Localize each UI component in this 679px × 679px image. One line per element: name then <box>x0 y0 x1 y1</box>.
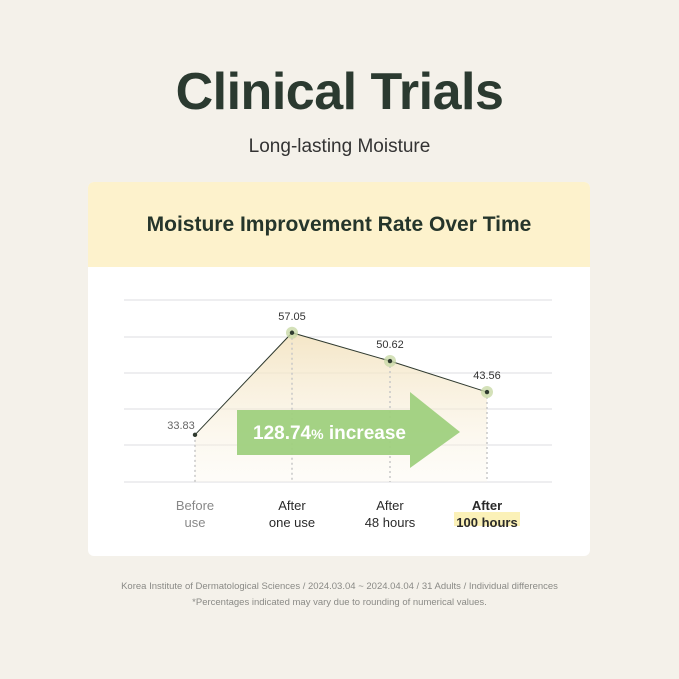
data-point <box>289 330 295 335</box>
chart-card: Moisture Improvement Rate Over Time 128.… <box>88 182 590 556</box>
chart-title: Moisture Improvement Rate Over Time <box>88 182 590 267</box>
highlight-marker <box>454 512 520 526</box>
area-fill <box>195 332 487 482</box>
x-tick-label: one use <box>269 515 315 530</box>
x-tick-label: 48 hours <box>365 515 416 530</box>
data-label: 33.83 <box>167 420 195 432</box>
x-tick-label: use <box>185 515 206 530</box>
rounding-note: *Percentages indicated may vary due to r… <box>192 597 487 608</box>
data-point <box>192 432 198 438</box>
increase-arrow <box>237 392 460 468</box>
x-tick-label: After <box>278 498 306 513</box>
data-label: 43.56 <box>473 370 501 382</box>
x-tick-label: 100 hours <box>456 515 517 530</box>
source-note: Korea Institute of Dermatological Scienc… <box>121 581 558 592</box>
x-tick-label: Before <box>176 498 214 513</box>
page-subtitle: Long-lasting Moisture <box>248 136 431 157</box>
x-tick-label: After <box>472 498 502 513</box>
increase-annotation: 128.74% increase <box>253 423 406 444</box>
data-label: 57.05 <box>278 311 306 323</box>
line-chart: 128.74% increase 33.83 57.05 50.62 43.56 Befo… <box>124 299 552 530</box>
data-point <box>387 358 393 364</box>
x-tick-label: After <box>376 498 404 513</box>
page-title: Clinical Trials <box>175 63 504 121</box>
data-point <box>484 389 490 395</box>
series-line <box>194 332 488 436</box>
data-label: 50.62 <box>376 339 404 351</box>
